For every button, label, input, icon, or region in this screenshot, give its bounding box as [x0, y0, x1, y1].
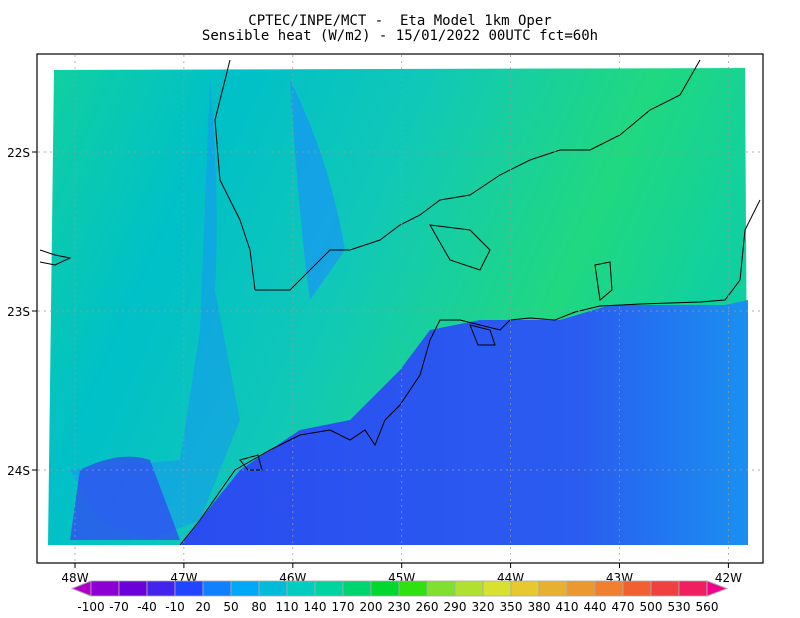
colorbar-label: 530	[668, 600, 691, 614]
colorbar-box	[202, 580, 232, 597]
colorbar-box	[622, 580, 652, 597]
colorbar-label: 500	[640, 600, 663, 614]
colorbar-box	[314, 580, 344, 597]
colorbar-label: 140	[304, 600, 327, 614]
colorbar-label: 170	[332, 600, 355, 614]
colorbar-box	[650, 580, 680, 597]
lat-label: 22S	[7, 146, 30, 160]
colorbar: -100 -70 -40 -10 20 50 80 110 140 170 200 230 260 290…	[70, 580, 729, 614]
colorbar-box	[426, 580, 456, 597]
colorbar-label: 350	[500, 600, 523, 614]
lat-lon-grid	[38, 55, 762, 562]
colorbar-label: -10	[165, 600, 185, 614]
colorbar-box	[370, 580, 400, 597]
colorbar-label: 290	[444, 600, 467, 614]
colorbar-box	[118, 580, 148, 597]
colorbar-box	[342, 580, 372, 597]
colorbar-box	[538, 580, 568, 597]
colorbar-box	[230, 580, 260, 597]
colorbar-label: 260	[416, 600, 439, 614]
colorbar-label: 20	[195, 600, 210, 614]
colorbar-label: 110	[276, 600, 299, 614]
colorbar-label: 50	[223, 600, 238, 614]
colorbar-label: 80	[251, 600, 266, 614]
colorbar-label: 440	[584, 600, 607, 614]
colorbar-label: 380	[528, 600, 551, 614]
lon-label: 42W	[715, 571, 742, 585]
colorbar-box	[454, 580, 484, 597]
colorbar-box	[594, 580, 624, 597]
colorbar-box	[566, 580, 596, 597]
colorbar-box	[482, 580, 512, 597]
lat-label: 23S	[7, 305, 30, 319]
colorbar-box	[286, 580, 316, 597]
colorbar-high-extend	[706, 580, 729, 597]
title-line-2: Sensible heat (W/m2) - 15/01/2022 00UTC …	[201, 28, 599, 44]
data-field	[48, 68, 748, 545]
colorbar-label: -70	[109, 600, 129, 614]
colorbar-label: 230	[388, 600, 411, 614]
colorbar-label: 320	[472, 600, 495, 614]
colorbar-box	[678, 580, 708, 597]
colorbar-box	[398, 580, 428, 597]
colorbar-box	[258, 580, 288, 597]
title-line-1: CPTEC/INPE/MCT - Eta Model 1km Oper	[248, 13, 552, 29]
colorbar-label: -40	[137, 600, 157, 614]
colorbar-label: 560	[696, 600, 719, 614]
colorbar-label: -100	[77, 600, 104, 614]
colorbar-box	[146, 580, 176, 597]
coastline	[39, 59, 761, 546]
colorbar-label: 410	[556, 600, 579, 614]
lon-label: 48W	[61, 571, 88, 585]
colorbar-label: 470	[612, 600, 635, 614]
colorbar-box	[510, 580, 540, 597]
colorbar-label: 200	[360, 600, 383, 614]
colorbar-box	[174, 580, 204, 597]
colorbar-box	[90, 580, 120, 597]
lat-label: 24S	[7, 464, 30, 478]
